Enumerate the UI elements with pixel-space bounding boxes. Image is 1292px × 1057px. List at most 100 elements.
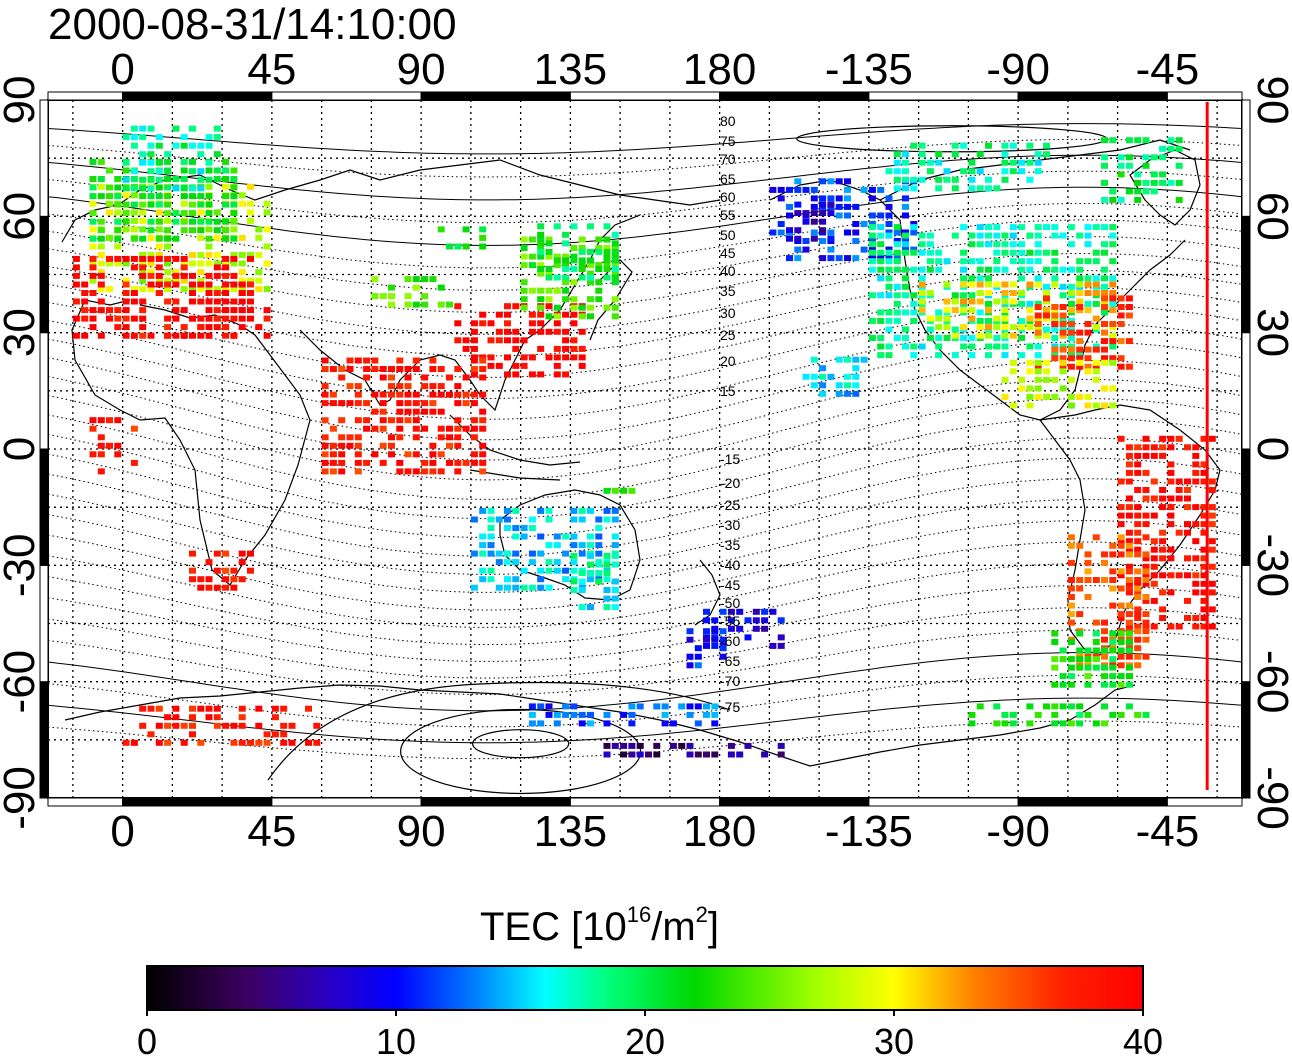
- tec-pixel: [197, 298, 205, 305]
- tec-pixel: [835, 212, 843, 219]
- tec-pixel: [412, 468, 420, 475]
- tec-pixel: [852, 373, 860, 380]
- tec-pixel: [412, 366, 420, 372]
- tec-pixel: [885, 221, 893, 227]
- tec-pixel: [429, 366, 437, 372]
- tec-pixel: [835, 356, 843, 363]
- tec-pixel: [553, 345, 561, 352]
- tec-pixel: [114, 201, 122, 208]
- tec-pixel: [437, 408, 445, 415]
- tec-pixel: [1109, 681, 1117, 688]
- tec-pixel: [595, 245, 603, 251]
- tec-pixel: [462, 226, 470, 233]
- tec-pixel: [1101, 647, 1108, 654]
- colorbar-tick-label: 30: [874, 1021, 914, 1057]
- contour-labels: 8075706560555045403530252015-15-20-25-30…: [720, 113, 740, 715]
- tec-pixel: [89, 210, 97, 217]
- tec-pixel: [147, 168, 155, 175]
- tec-pixel: [147, 185, 155, 192]
- tec-pixel: [1142, 469, 1150, 476]
- tec-pixel: [769, 608, 777, 615]
- tec-pixel: [412, 357, 420, 364]
- tec-pixel: [1159, 538, 1167, 545]
- tec-pixel: [985, 307, 992, 314]
- tec-pixel: [694, 662, 702, 669]
- tec-pixel: [247, 307, 254, 314]
- tec-pixel: [1018, 335, 1026, 341]
- tec-pixel: [960, 281, 968, 288]
- tec-pixel: [1076, 359, 1084, 366]
- tec-pixel: [172, 277, 180, 284]
- tec-pixel: [462, 391, 470, 398]
- tec-pixel: [1134, 137, 1142, 144]
- tec-pixel: [1051, 281, 1059, 288]
- tec-pixel: [603, 570, 611, 576]
- tec-pixel: [487, 337, 495, 344]
- tec-pixel: [1101, 283, 1108, 290]
- tec-pixel: [1109, 324, 1117, 331]
- tec-pixel: [562, 274, 570, 281]
- tec-pixel: [960, 324, 968, 331]
- tec-pixel: [794, 235, 802, 242]
- tec-pixel: [1059, 266, 1067, 273]
- tec-pixel: [263, 332, 271, 339]
- tec-pixel: [470, 320, 478, 327]
- tec-pixel: [504, 559, 511, 566]
- tec-pixel: [868, 249, 876, 256]
- tec-pixel: [910, 224, 918, 231]
- tec-pixel: [238, 714, 246, 721]
- tec-pixel: [388, 417, 395, 424]
- tec-pixel: [180, 200, 188, 207]
- tec-pixel: [89, 255, 97, 262]
- tec-pixel: [189, 201, 196, 208]
- tec-pixel: [1076, 281, 1084, 288]
- tec-pixel: [504, 576, 511, 583]
- tec-pixel: [147, 252, 155, 258]
- tec-pixel: [1101, 577, 1108, 583]
- tec-pixel: [611, 274, 619, 281]
- tec-pixel: [1084, 647, 1092, 654]
- tec-pixel: [528, 320, 536, 327]
- tec-pixel: [777, 742, 785, 749]
- tec-pixel: [562, 240, 570, 247]
- tec-pixel: [1142, 154, 1150, 161]
- magnetic-pole-contour: [472, 729, 570, 759]
- tec-pixel: [528, 550, 536, 557]
- x-tick-label-top: -90: [986, 45, 1050, 94]
- tec-pixel: [189, 227, 196, 234]
- tec-pixel: [172, 307, 180, 314]
- tec-pixel: [363, 366, 371, 372]
- tec-pixel: [354, 434, 362, 441]
- tec-pixel: [379, 374, 387, 381]
- map-title: 2000-08-31/14:10:00: [48, 0, 457, 49]
- tec-pixel: [255, 324, 263, 331]
- tec-pixel: [338, 451, 346, 458]
- tec-pixel: [354, 357, 362, 364]
- tec-pixel: [1125, 504, 1133, 511]
- tec-pixel: [230, 286, 238, 293]
- tec-pixel: [562, 345, 570, 352]
- tec-pixel: [164, 298, 172, 305]
- tec-pixel: [603, 236, 611, 243]
- tec-pixel: [1001, 159, 1009, 166]
- tec-pixel: [1150, 572, 1158, 579]
- tec-pixel: [1175, 478, 1183, 485]
- tec-pixel: [603, 711, 611, 718]
- tec-pixel: [885, 195, 893, 202]
- tec-pixel: [1134, 504, 1142, 511]
- tec-pixel: [553, 362, 561, 369]
- tec-pixel: [943, 324, 951, 331]
- tec-pixel: [578, 313, 586, 320]
- tec-pixel: [926, 159, 934, 166]
- tec-pixel: [429, 459, 437, 466]
- tec-pixel: [1051, 703, 1059, 710]
- tec-pixel: [479, 451, 487, 458]
- tec-pixel: [1067, 329, 1075, 336]
- tec-pixel: [669, 720, 677, 727]
- tec-pixel: [155, 272, 163, 279]
- tec-pixel: [238, 298, 246, 305]
- tec-pixel: [1101, 298, 1108, 305]
- tec-pixel: [197, 193, 205, 200]
- tec-pixel: [902, 266, 909, 273]
- tec-pixel: [562, 253, 570, 260]
